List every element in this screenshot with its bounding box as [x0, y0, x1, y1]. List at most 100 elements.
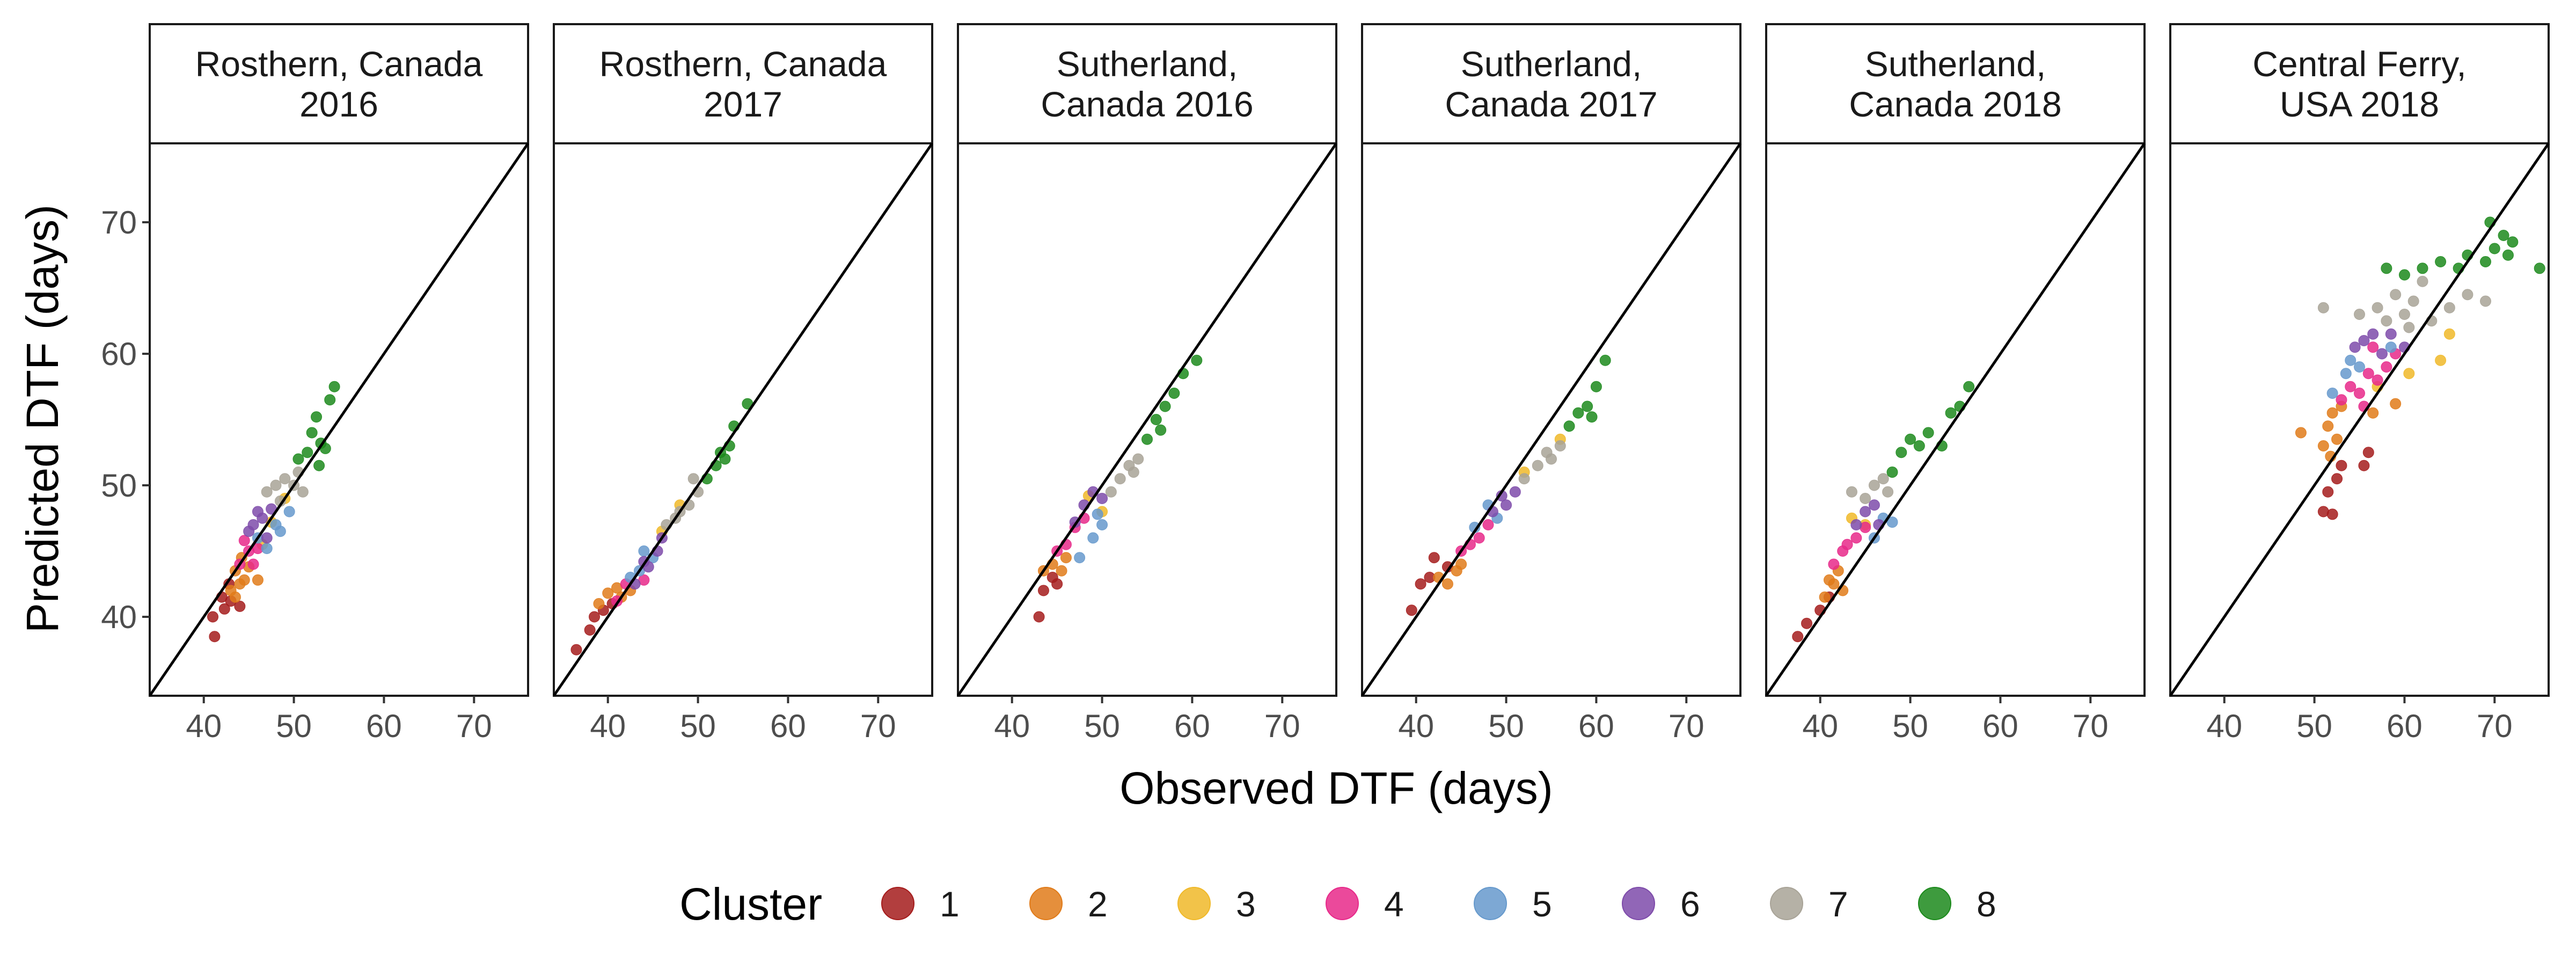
x-tick-label: 60	[1174, 708, 1210, 744]
data-point-cluster-8	[328, 381, 340, 392]
panel-5: Sutherland,Canada 2018 40 50 60 70	[1765, 23, 2146, 744]
data-point-cluster-4	[2362, 368, 2374, 380]
data-point-cluster-5	[2340, 368, 2352, 380]
data-point-cluster-5	[1886, 516, 1898, 528]
data-point-cluster-8	[1159, 400, 1171, 412]
x-tick-label: 50	[1084, 708, 1120, 744]
data-point-cluster-7	[2407, 295, 2419, 307]
data-point-cluster-2	[252, 574, 264, 586]
data-point-cluster-5	[261, 543, 273, 555]
data-point-cluster-6	[1096, 493, 1108, 504]
x-tick-label: 70	[860, 708, 896, 744]
x-tick-label: 50	[680, 708, 716, 744]
data-point-cluster-8	[2502, 249, 2514, 261]
data-point-cluster-5	[1092, 508, 1103, 520]
data-point-cluster-8	[1155, 424, 1167, 436]
legend-label-cluster-6: 6	[1680, 884, 1700, 924]
data-point-cluster-1	[2336, 460, 2347, 471]
data-point-cluster-3	[2435, 354, 2447, 366]
panel-title-line: Sutherland,	[1865, 44, 2046, 84]
data-point-cluster-6	[1860, 506, 1871, 518]
panel-3: Sutherland,Canada 2016 40 50 60 70	[956, 23, 1338, 744]
legend-label-cluster-1: 1	[940, 884, 960, 924]
data-point-cluster-2	[2367, 407, 2379, 419]
panel-strip	[553, 23, 933, 144]
x-tick-label: 60	[770, 708, 806, 744]
data-point-cluster-8	[292, 453, 304, 465]
legend-key-cluster-8	[1918, 887, 1951, 920]
data-point-cluster-8	[1150, 414, 1162, 425]
data-point-cluster-6	[2367, 328, 2379, 340]
data-point-cluster-1	[570, 644, 582, 655]
data-point-cluster-5	[2345, 354, 2357, 366]
data-point-cluster-4	[2336, 394, 2347, 406]
data-point-cluster-8	[302, 447, 313, 458]
data-point-cluster-1	[1033, 611, 1045, 623]
data-point-cluster-2	[238, 574, 250, 586]
data-point-cluster-8	[2435, 256, 2447, 267]
data-point-cluster-4	[2381, 361, 2392, 373]
data-point-cluster-3	[2443, 328, 2455, 340]
data-point-cluster-8	[1191, 354, 1203, 366]
data-point-cluster-1	[1051, 578, 1063, 590]
panel-4: Sutherland,Canada 2017 40 50 60 70	[1360, 23, 1742, 744]
data-point-cluster-1	[209, 631, 221, 643]
data-point-cluster-6	[1509, 486, 1521, 498]
data-point-cluster-4	[1482, 519, 1494, 530]
legend-label-cluster-3: 3	[1236, 884, 1256, 924]
x-tick-label: 60	[366, 708, 402, 744]
data-point-cluster-2	[602, 587, 614, 599]
data-point-cluster-7	[2443, 302, 2455, 314]
data-point-cluster-7	[2480, 295, 2491, 307]
panel-strip	[149, 23, 529, 144]
data-point-cluster-1	[1792, 631, 1804, 643]
panel-title-line: Canada 2017	[1445, 84, 1657, 124]
x-axis-title: Observed DTF (days)	[1119, 763, 1553, 813]
panel-strip	[2169, 23, 2550, 144]
data-point-cluster-1	[2322, 486, 2334, 498]
panel-6: Central Ferry,USA 2018 40 50 60 70	[2169, 23, 2550, 744]
y-axis-title: Predicted DTF (days)	[17, 205, 68, 633]
data-point-cluster-4	[2354, 388, 2365, 399]
y-tick-label: 40	[101, 599, 137, 635]
panel-title-line: Sutherland,	[1461, 44, 1642, 84]
data-point-cluster-7	[270, 479, 282, 491]
identity-line	[956, 142, 1338, 697]
data-point-cluster-7	[1554, 440, 1566, 451]
data-point-cluster-8	[2498, 230, 2509, 241]
legend-title: Cluster	[679, 879, 822, 929]
data-point-cluster-8	[313, 460, 325, 471]
data-point-cluster-1	[2358, 460, 2370, 471]
data-point-cluster-7	[1846, 486, 1857, 498]
data-point-cluster-2	[593, 598, 605, 609]
data-point-cluster-5	[283, 506, 295, 518]
data-point-cluster-4	[247, 558, 259, 570]
data-point-cluster-1	[584, 624, 596, 636]
data-point-cluster-8	[1905, 433, 1916, 445]
data-point-cluster-8	[2534, 263, 2545, 274]
data-point-cluster-6	[1850, 519, 1862, 530]
data-point-cluster-6	[1501, 499, 1512, 511]
data-point-cluster-8	[1590, 381, 1602, 392]
data-point-cluster-7	[1114, 473, 1126, 485]
data-point-cluster-2	[1819, 591, 1831, 603]
data-point-cluster-8	[1586, 411, 1598, 423]
data-point-cluster-5	[2354, 361, 2365, 373]
data-point-cluster-5	[2385, 341, 2397, 353]
data-point-cluster-4	[1850, 532, 1862, 544]
data-point-cluster-6	[2358, 335, 2370, 346]
data-point-cluster-8	[1922, 427, 1934, 439]
data-point-cluster-1	[1415, 578, 1426, 590]
data-point-cluster-7	[1882, 486, 1894, 498]
data-point-cluster-8	[306, 427, 318, 439]
data-point-cluster-1	[1037, 585, 1049, 596]
identity-line	[2169, 142, 2550, 697]
data-point-cluster-7	[1518, 473, 1530, 485]
data-point-cluster-4	[1841, 538, 1853, 550]
legend-key-cluster-5	[1474, 887, 1507, 920]
data-point-cluster-8	[1896, 447, 1907, 458]
data-point-cluster-6	[261, 532, 273, 544]
data-point-cluster-1	[218, 603, 230, 615]
